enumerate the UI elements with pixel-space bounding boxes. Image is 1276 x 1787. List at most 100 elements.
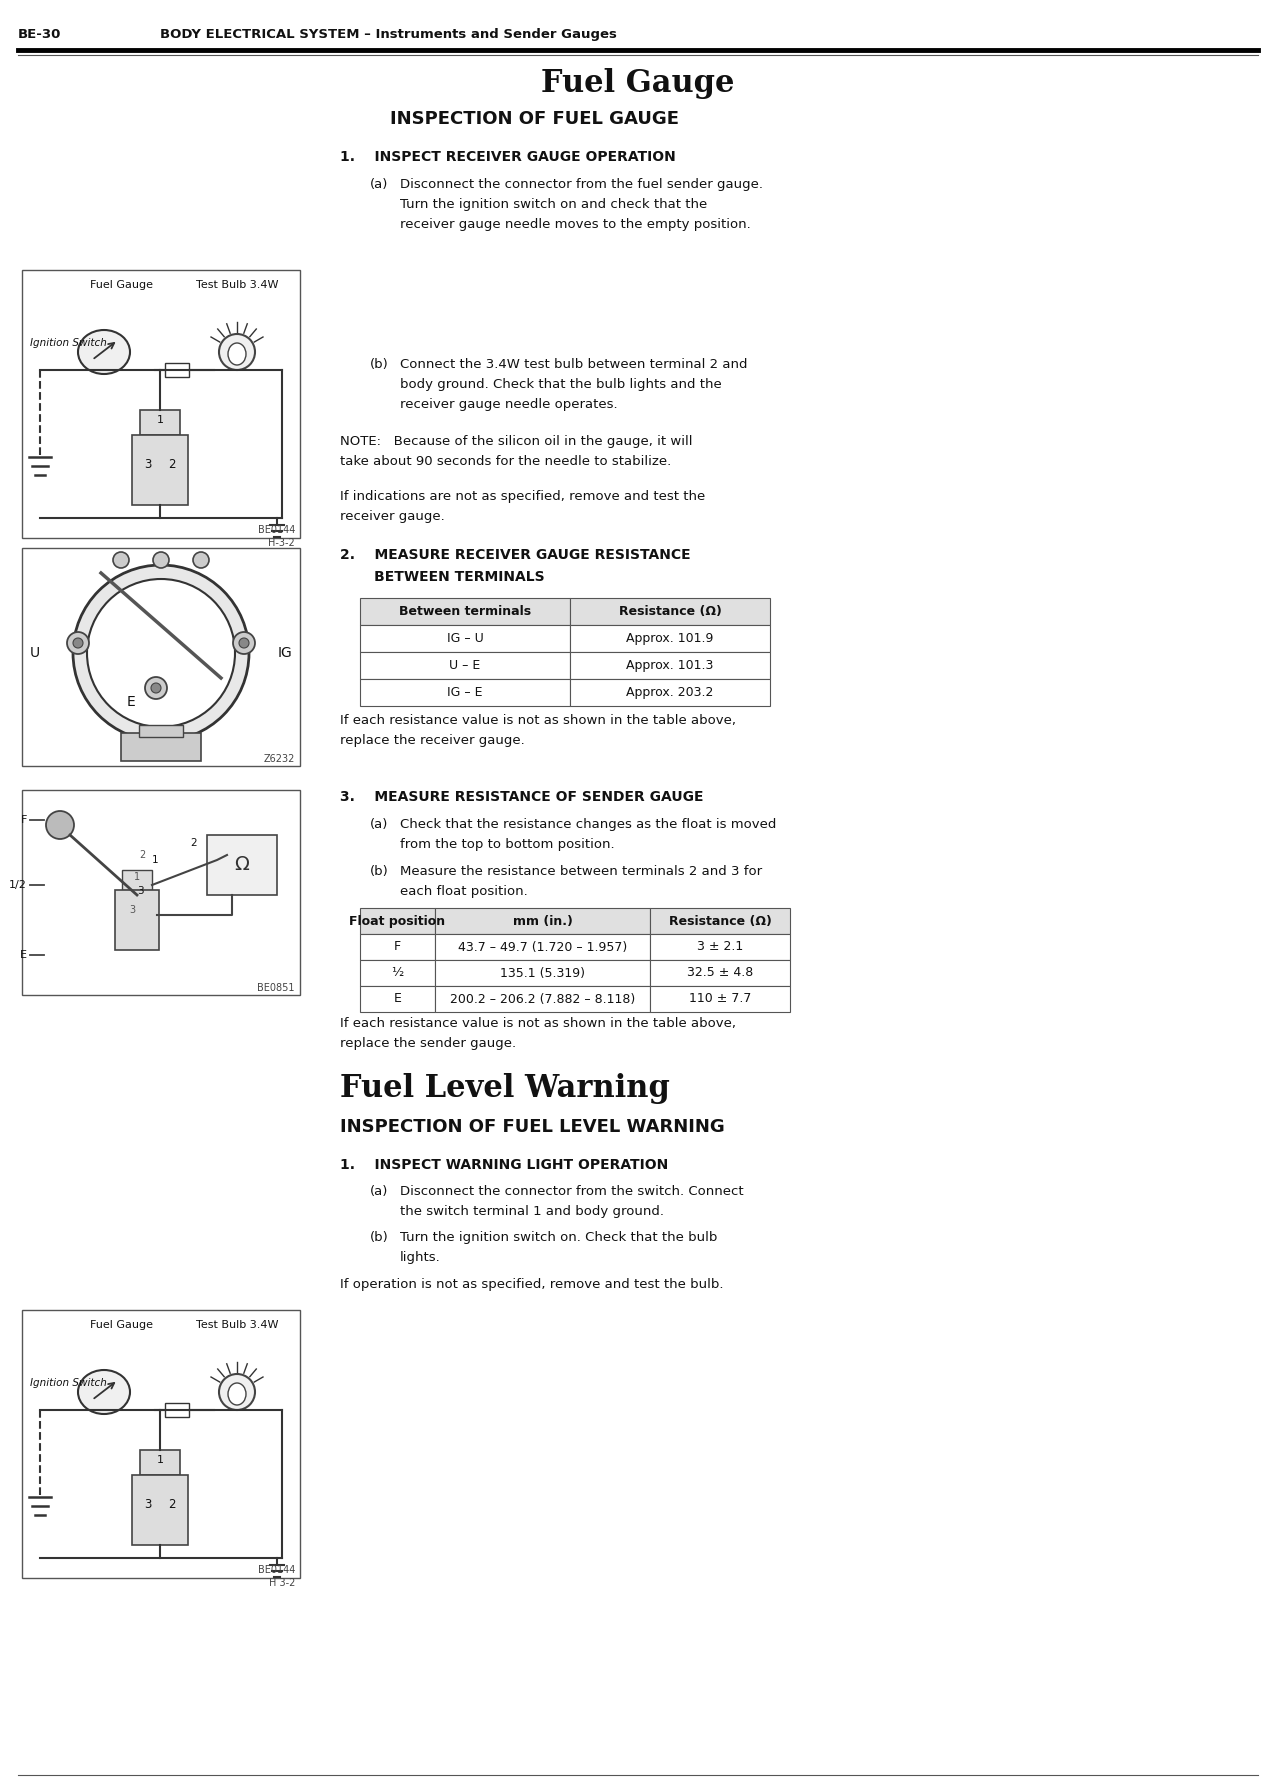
Bar xyxy=(360,908,435,935)
Text: IG: IG xyxy=(277,645,292,659)
Bar xyxy=(22,270,300,538)
Text: Test Bulb 3.4W: Test Bulb 3.4W xyxy=(195,1321,278,1330)
Ellipse shape xyxy=(228,1383,246,1405)
Text: 1: 1 xyxy=(157,1455,163,1465)
Text: 3: 3 xyxy=(144,459,152,472)
Text: Ignition Switch: Ignition Switch xyxy=(31,338,107,348)
Circle shape xyxy=(114,552,129,568)
Circle shape xyxy=(68,633,89,654)
Text: 200.2 – 206.2 (7.882 – 8.118): 200.2 – 206.2 (7.882 – 8.118) xyxy=(450,992,635,1006)
Text: NOTE:   Because of the silicon oil in the gauge, it will: NOTE: Because of the silicon oil in the … xyxy=(339,434,693,449)
Text: Resistance (Ω): Resistance (Ω) xyxy=(669,915,772,927)
Bar xyxy=(140,1449,180,1474)
Text: 3: 3 xyxy=(137,886,144,895)
Bar xyxy=(165,1403,189,1417)
Text: (a): (a) xyxy=(370,179,388,191)
Text: Float position: Float position xyxy=(350,915,445,927)
Text: F: F xyxy=(20,815,27,826)
Circle shape xyxy=(46,811,74,840)
Text: Disconnect the connector from the fuel sender gauge.: Disconnect the connector from the fuel s… xyxy=(399,179,763,191)
Text: (b): (b) xyxy=(370,1231,389,1244)
Bar xyxy=(649,935,790,960)
Text: from the top to bottom position.: from the top to bottom position. xyxy=(399,838,615,851)
Text: U: U xyxy=(31,645,40,659)
Bar xyxy=(570,625,769,652)
Text: 3 ± 2.1: 3 ± 2.1 xyxy=(697,940,743,954)
Circle shape xyxy=(73,565,249,742)
Bar xyxy=(131,1474,188,1546)
Text: E: E xyxy=(393,992,402,1006)
Text: INSPECTION OF FUEL LEVEL WARNING: INSPECTION OF FUEL LEVEL WARNING xyxy=(339,1119,725,1137)
Text: Measure the resistance between terminals 2 and 3 for: Measure the resistance between terminals… xyxy=(399,865,762,877)
Text: H-3-2: H-3-2 xyxy=(268,538,295,549)
Text: F: F xyxy=(394,940,401,954)
Text: 1.    INSPECT WARNING LIGHT OPERATION: 1. INSPECT WARNING LIGHT OPERATION xyxy=(339,1158,669,1172)
Text: If indications are not as specified, remove and test the: If indications are not as specified, rem… xyxy=(339,490,706,502)
Bar xyxy=(360,679,570,706)
Bar xyxy=(435,908,649,935)
Bar xyxy=(570,652,769,679)
Text: E: E xyxy=(20,951,27,960)
Text: Approx. 203.2: Approx. 203.2 xyxy=(627,686,713,699)
Text: 1: 1 xyxy=(152,854,158,865)
Text: 3.    MEASURE RESISTANCE OF SENDER GAUGE: 3. MEASURE RESISTANCE OF SENDER GAUGE xyxy=(339,790,703,804)
Text: (b): (b) xyxy=(370,357,389,372)
Text: Ω: Ω xyxy=(235,856,249,874)
Text: take about 90 seconds for the needle to stabilize.: take about 90 seconds for the needle to … xyxy=(339,456,671,468)
Bar xyxy=(165,363,189,377)
Text: Check that the resistance changes as the float is moved: Check that the resistance changes as the… xyxy=(399,818,776,831)
Text: 32.5 ± 4.8: 32.5 ± 4.8 xyxy=(686,967,753,979)
Text: E: E xyxy=(126,695,135,709)
Text: receiver gauge needle operates.: receiver gauge needle operates. xyxy=(399,399,618,411)
Text: 1/2: 1/2 xyxy=(9,879,27,890)
Circle shape xyxy=(193,552,209,568)
Text: the switch terminal 1 and body ground.: the switch terminal 1 and body ground. xyxy=(399,1204,664,1219)
Text: replace the receiver gauge.: replace the receiver gauge. xyxy=(339,734,524,747)
Text: 2: 2 xyxy=(190,838,197,849)
Text: lights.: lights. xyxy=(399,1251,440,1263)
Text: Between terminals: Between terminals xyxy=(399,606,531,618)
Text: replace the sender gauge.: replace the sender gauge. xyxy=(339,1036,516,1051)
Text: Test Bulb 3.4W: Test Bulb 3.4W xyxy=(195,281,278,289)
Bar xyxy=(360,935,435,960)
Text: Approx. 101.9: Approx. 101.9 xyxy=(627,633,713,645)
Bar xyxy=(649,908,790,935)
Bar xyxy=(649,960,790,986)
Bar xyxy=(115,890,160,951)
Bar xyxy=(140,409,180,434)
Text: receiver gauge.: receiver gauge. xyxy=(339,509,445,524)
Text: 1: 1 xyxy=(157,415,163,425)
Text: 2: 2 xyxy=(168,459,176,472)
Text: BODY ELECTRICAL SYSTEM – Instruments and Sender Gauges: BODY ELECTRICAL SYSTEM – Instruments and… xyxy=(160,29,616,41)
Bar xyxy=(360,599,570,625)
Bar xyxy=(207,835,277,895)
Circle shape xyxy=(73,638,83,649)
Text: Resistance (Ω): Resistance (Ω) xyxy=(619,606,721,618)
Text: Turn the ignition switch on and check that the: Turn the ignition switch on and check th… xyxy=(399,198,707,211)
Text: Disconnect the connector from the switch. Connect: Disconnect the connector from the switch… xyxy=(399,1185,744,1197)
Text: 2: 2 xyxy=(168,1499,176,1512)
Bar xyxy=(360,625,570,652)
Bar xyxy=(570,599,769,625)
Bar xyxy=(360,986,435,1011)
Text: BETWEEN TERMINALS: BETWEEN TERMINALS xyxy=(339,570,545,584)
Ellipse shape xyxy=(78,331,130,373)
Text: 135.1 (5.319): 135.1 (5.319) xyxy=(500,967,584,979)
Bar xyxy=(121,733,202,761)
Ellipse shape xyxy=(219,1374,255,1410)
Bar xyxy=(122,870,152,890)
Text: mm (in.): mm (in.) xyxy=(513,915,573,927)
Bar xyxy=(139,726,182,736)
Text: (b): (b) xyxy=(370,865,389,877)
Text: Fuel Gauge: Fuel Gauge xyxy=(541,68,735,98)
Bar xyxy=(22,1310,300,1578)
Text: Ignition Switch: Ignition Switch xyxy=(31,1378,107,1388)
Text: U – E: U – E xyxy=(449,659,481,672)
Text: If operation is not as specified, remove and test the bulb.: If operation is not as specified, remove… xyxy=(339,1278,723,1290)
Circle shape xyxy=(87,579,235,727)
Text: BE0144: BE0144 xyxy=(258,1565,295,1574)
Text: BE-30: BE-30 xyxy=(18,29,61,41)
Text: 110 ± 7.7: 110 ± 7.7 xyxy=(689,992,752,1006)
Text: 2: 2 xyxy=(139,851,145,860)
Text: ½: ½ xyxy=(392,967,403,979)
